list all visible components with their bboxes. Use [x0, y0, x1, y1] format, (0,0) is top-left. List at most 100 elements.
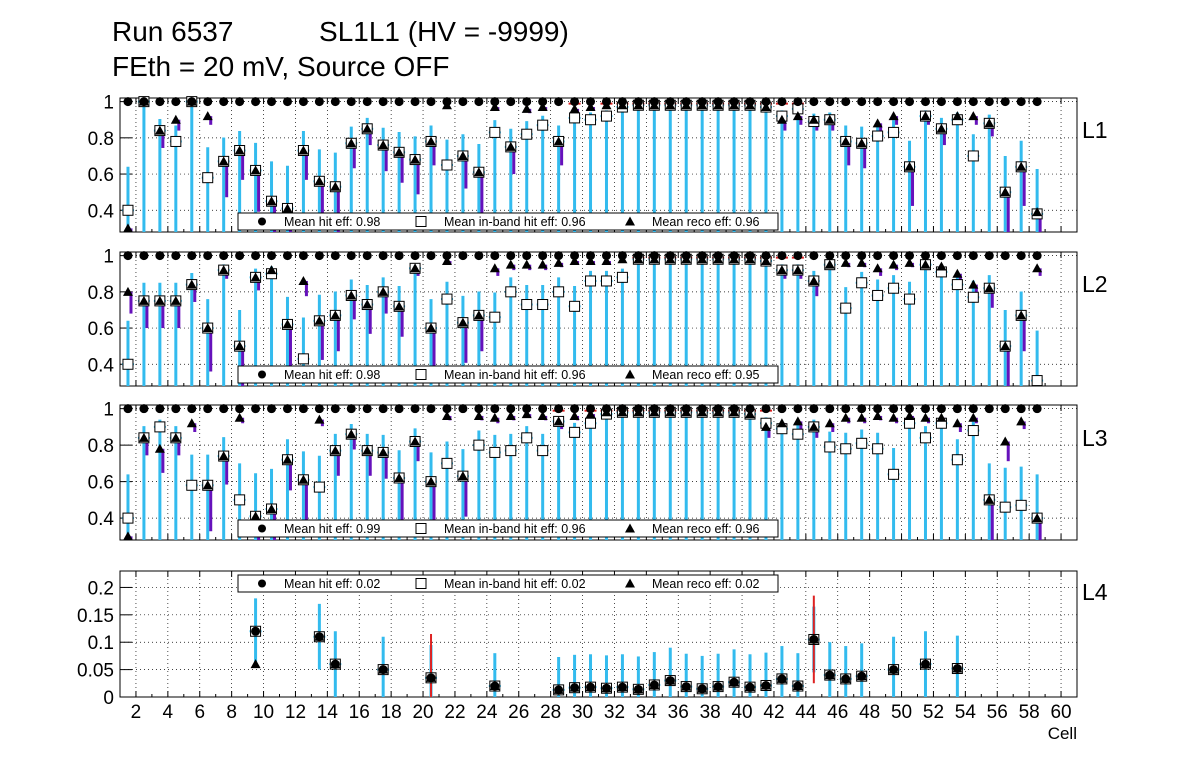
reco-marker: [346, 290, 357, 300]
hit-marker: [378, 404, 388, 414]
hit-marker: [1032, 404, 1042, 414]
y-tick-label: 0.1: [88, 633, 114, 654]
x-tick-label: 50: [891, 702, 912, 723]
inband-marker: [537, 119, 549, 131]
reco-marker: [154, 125, 165, 135]
inband-marker: [872, 443, 884, 455]
layer-label: L1: [1082, 117, 1108, 143]
hit-marker: [793, 251, 803, 261]
hit-marker: [235, 251, 245, 261]
hit-marker: [905, 251, 915, 261]
hit-marker: [745, 251, 755, 261]
reco-marker: [856, 257, 867, 267]
hit-marker: [219, 404, 229, 414]
legend-box: [237, 574, 779, 593]
y-tick-label: 0.4: [88, 201, 115, 222]
y-tick-label: 1: [103, 93, 114, 114]
hit-marker: [522, 251, 532, 261]
reco-marker: [776, 418, 787, 428]
hit-marker: [426, 404, 436, 414]
hit-marker: [378, 251, 388, 261]
hit-marker: [506, 97, 516, 107]
x-tick-label: 8: [226, 702, 237, 723]
hit-marker: [873, 97, 883, 107]
reco-marker: [330, 445, 341, 455]
reco-marker: [250, 165, 261, 175]
inband-marker: [569, 300, 581, 312]
hit-marker: [841, 97, 851, 107]
hit-marker: [713, 251, 723, 261]
hit-marker: [554, 685, 564, 695]
reco-marker: [824, 259, 835, 269]
x-tick-label: 32: [604, 702, 625, 723]
hit-marker: [187, 404, 197, 414]
hit-marker: [123, 404, 133, 414]
hit-marker: [394, 251, 404, 261]
reco-marker: [936, 261, 947, 271]
hit-marker: [586, 404, 596, 414]
reco-marker: [1000, 187, 1011, 197]
hit-marker: [586, 251, 596, 261]
hit-marker: [841, 674, 851, 684]
hit-marker: [681, 97, 691, 107]
reco-marker: [346, 429, 357, 439]
hit-marker: [139, 97, 149, 107]
hit-marker: [251, 251, 261, 261]
legend: Mean hit eff: 0.99 Mean in-band hit eff: …: [237, 519, 779, 538]
hit-marker: [219, 251, 229, 261]
reco-marker: [266, 265, 277, 275]
hit-marker: [761, 251, 771, 261]
legend-reco-label: Mean reco eff: 0.02: [652, 577, 760, 591]
reco-marker: [808, 421, 819, 431]
reco-marker: [234, 341, 245, 351]
x-tick-label: 36: [668, 702, 689, 723]
reco-marker: [792, 416, 803, 426]
hit-marker: [952, 664, 962, 674]
reco-marker: [410, 263, 421, 273]
inband-marker: [967, 425, 979, 437]
hit-marker: [506, 251, 516, 261]
hit-marker: [649, 404, 659, 414]
hit-marker: [889, 251, 899, 261]
hit-marker: [952, 404, 962, 414]
inband-marker: [600, 275, 612, 287]
reco-marker: [984, 283, 995, 293]
hit-marker: [187, 251, 197, 261]
reco-marker: [760, 102, 771, 112]
reco-marker: [792, 111, 803, 121]
reco-marker: [426, 323, 437, 333]
y-tick-label: 0.2: [88, 578, 114, 599]
x-tick-label: 10: [253, 702, 274, 723]
reco-marker: [553, 416, 564, 426]
reco-marker: [585, 102, 596, 112]
reco-marker: [266, 503, 277, 513]
inband-marker: [489, 446, 501, 458]
inband-marker: [600, 110, 612, 122]
inband-marker: [569, 112, 581, 124]
legend-inband-marker: [415, 369, 427, 380]
legend-hit-label: Mean hit eff: 0.02: [284, 577, 380, 591]
reco-marker: [521, 103, 532, 113]
hit-marker: [601, 404, 611, 414]
reco-marker: [138, 432, 149, 442]
reco-marker: [202, 323, 213, 333]
reco-marker: [745, 409, 756, 419]
hit-marker: [745, 404, 755, 414]
hit-marker: [681, 682, 691, 692]
hit-marker: [825, 97, 835, 107]
title-line-2: FEth = 20 mV, Source OFF: [112, 51, 450, 82]
reco-marker: [426, 136, 437, 146]
reco-marker: [1032, 263, 1043, 273]
legend-reco-marker: [625, 523, 635, 533]
hit-marker: [330, 659, 340, 669]
legend: Mean hit eff: 0.98 Mean in-band hit eff: …: [237, 365, 779, 384]
reco-marker: [569, 410, 580, 420]
legend-box: [237, 519, 779, 538]
inband-marker: [872, 289, 884, 301]
hit-marker: [203, 97, 213, 107]
hit-marker: [936, 97, 946, 107]
reco-marker: [346, 138, 357, 148]
reco-marker: [601, 256, 612, 266]
hit-marker: [139, 404, 149, 414]
